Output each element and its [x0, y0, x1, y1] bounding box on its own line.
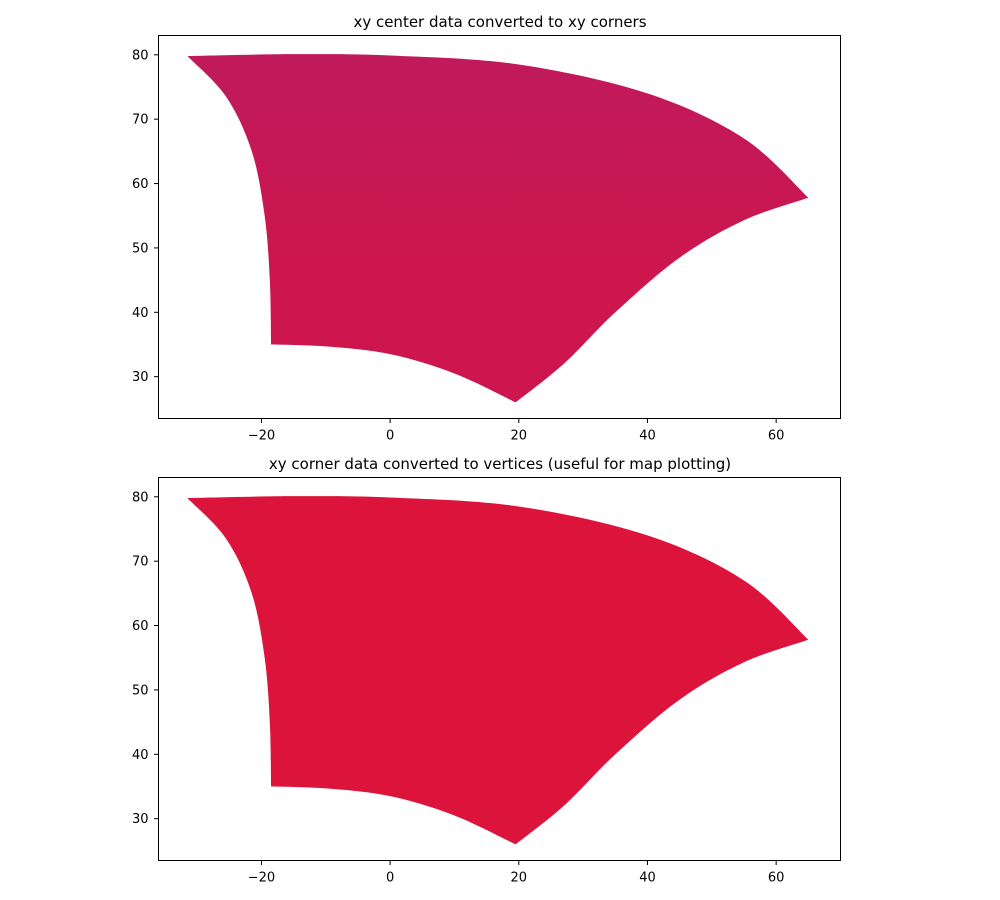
chart-2-title: xy corner data converted to vertices (us… — [269, 455, 731, 473]
y-tick-label: 70 — [132, 113, 149, 128]
chart-2-frame — [158, 477, 841, 861]
y-tick-label: 50 — [132, 683, 149, 698]
chart-2-y-axis: 30 40 50 60 70 80 — [132, 490, 159, 827]
x-tick-label: 60 — [768, 429, 785, 444]
chart-1-x-axis: −20 0 20 40 60 — [248, 418, 785, 444]
x-tick-label: −20 — [248, 871, 275, 886]
x-tick-label: 20 — [511, 871, 528, 886]
y-tick-label: 40 — [132, 306, 149, 321]
x-tick-label: 40 — [639, 429, 656, 444]
x-tick-label: 20 — [511, 429, 528, 444]
y-tick-label: 40 — [132, 748, 149, 763]
x-tick-label: 0 — [386, 871, 394, 886]
chart-1-title: xy center data converted to xy corners — [353, 13, 646, 31]
y-tick-label: 70 — [132, 555, 149, 570]
y-tick-label: 30 — [132, 812, 149, 827]
y-tick-label: 30 — [132, 370, 149, 385]
y-tick-label: 80 — [132, 48, 149, 63]
x-tick-label: 0 — [386, 429, 394, 444]
chart-1-y-axis: 30 40 50 60 70 80 — [132, 48, 159, 385]
chart-panel-1: xy center data converted to xy corners −… — [132, 13, 841, 444]
x-tick-label: 40 — [639, 871, 656, 886]
chart-2-filled-region — [187, 496, 809, 845]
y-tick-label: 80 — [132, 490, 149, 505]
y-tick-label: 60 — [132, 619, 149, 634]
chart-2-x-axis: −20 0 20 40 60 — [248, 860, 785, 886]
x-tick-label: 60 — [768, 871, 785, 886]
chart-panel-2: xy corner data converted to vertices (us… — [132, 455, 841, 886]
chart-1-frame — [158, 35, 841, 419]
y-tick-label: 60 — [132, 177, 149, 192]
y-tick-label: 50 — [132, 241, 149, 256]
x-tick-label: −20 — [248, 429, 275, 444]
chart-1-filled-region — [187, 54, 809, 403]
